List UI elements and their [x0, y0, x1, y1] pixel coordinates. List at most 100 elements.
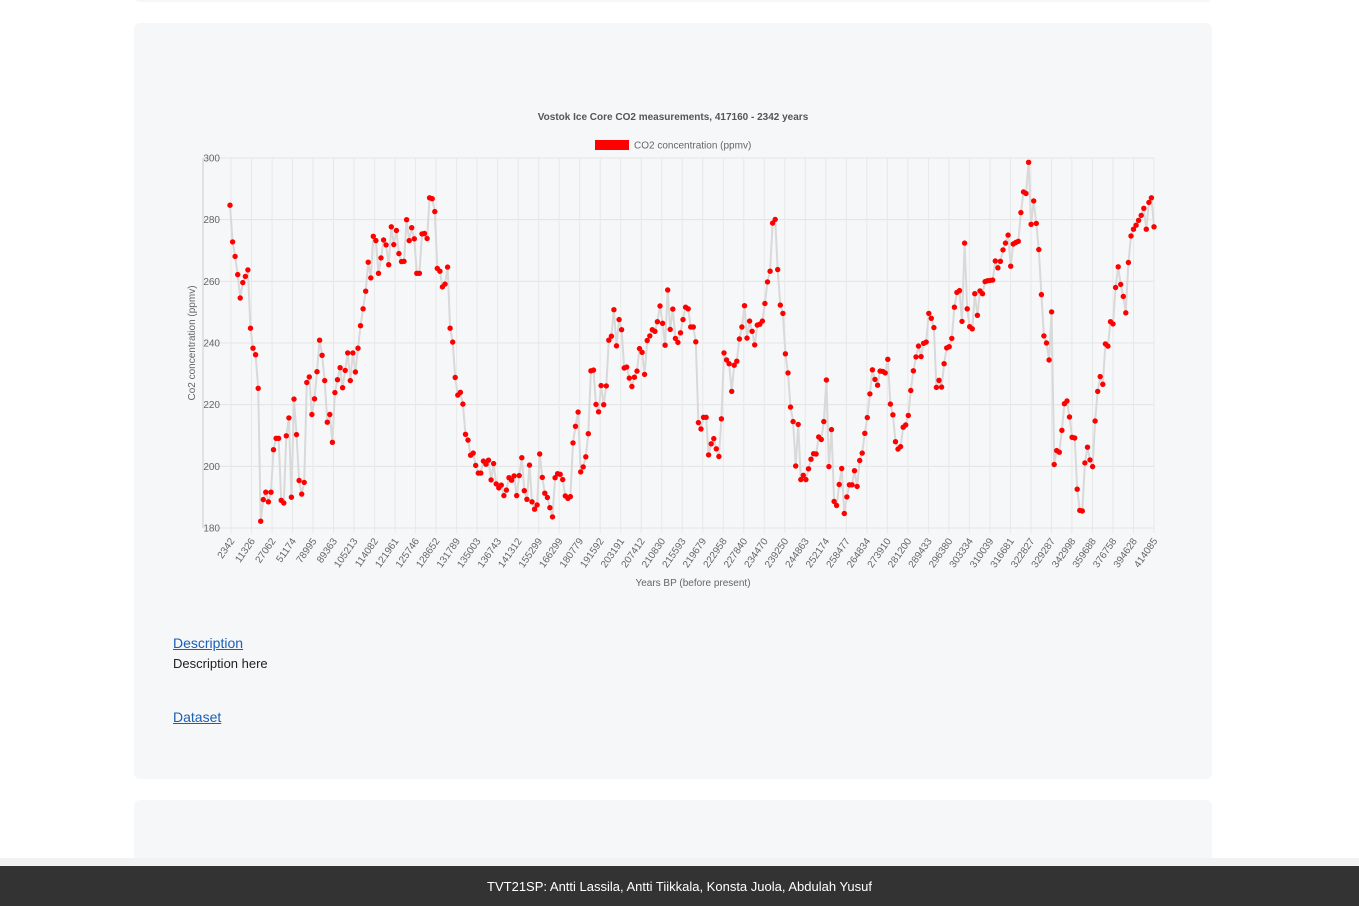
data-point: [521, 488, 527, 494]
data-point: [949, 335, 955, 342]
data-point: [378, 255, 384, 261]
data-point: [557, 471, 563, 477]
data-point: [626, 375, 632, 381]
data-point: [698, 426, 704, 432]
data-point: [1095, 388, 1101, 395]
data-point: [1151, 224, 1157, 230]
data-point: [293, 431, 300, 438]
data-point: [537, 451, 543, 457]
x-tick-label: 78995: [295, 536, 320, 565]
data-point: [352, 369, 359, 375]
data-point: [1066, 414, 1073, 420]
data-point: [1138, 212, 1144, 219]
data-point: [580, 464, 586, 470]
data-point: [250, 345, 256, 351]
data-point: [373, 237, 379, 244]
data-point: [544, 494, 551, 501]
data-point: [375, 270, 382, 276]
data-point: [526, 462, 533, 468]
data-point: [680, 316, 686, 323]
data-point: [764, 279, 771, 285]
data-point: [242, 273, 249, 280]
data-point: [677, 330, 684, 336]
data-point: [1074, 486, 1080, 492]
data-point: [416, 270, 423, 276]
data-point: [1133, 222, 1139, 228]
data-point: [959, 318, 965, 325]
data-point: [744, 335, 750, 341]
data-point: [319, 352, 325, 358]
data-point: [247, 325, 254, 331]
data-point: [1041, 333, 1047, 339]
data-point: [339, 385, 346, 391]
data-point: [424, 235, 430, 242]
data-point: [785, 370, 791, 376]
data-point: [946, 344, 952, 350]
data-point: [657, 303, 663, 309]
y-tick-label: 260: [203, 277, 220, 288]
data-point: [685, 306, 691, 312]
data-point: [746, 318, 753, 324]
data-point: [255, 385, 261, 391]
data-point: [1038, 291, 1045, 298]
data-point: [1000, 247, 1006, 253]
data-point: [270, 447, 277, 453]
data-point: [322, 377, 328, 384]
data-point: [780, 310, 786, 317]
data-point: [969, 326, 975, 332]
data-point: [603, 383, 609, 389]
data-point: [1097, 373, 1103, 380]
description-link[interactable]: Description: [173, 635, 244, 651]
data-point: [465, 437, 471, 443]
data-point: [897, 443, 904, 450]
data-point: [432, 208, 438, 215]
data-point: [457, 389, 464, 395]
data-point: [631, 374, 638, 380]
data-point: [1018, 209, 1024, 216]
data-point: [552, 475, 558, 481]
data-point: [347, 377, 353, 384]
data-point: [675, 339, 681, 346]
data-point: [311, 396, 318, 402]
data-point: [995, 265, 1001, 271]
data-point: [956, 287, 963, 294]
data-point: [488, 477, 494, 483]
data-point: [1051, 461, 1057, 468]
data-point: [690, 324, 696, 330]
data-point: [368, 275, 374, 281]
data-point: [1015, 238, 1021, 244]
data-point: [401, 258, 407, 264]
data-point: [240, 279, 246, 286]
x-axis-title: Years BP (before present): [635, 578, 750, 589]
y-tick-label: 300: [203, 154, 220, 165]
data-point: [874, 382, 881, 388]
data-point: [452, 374, 458, 381]
data-point: [979, 291, 986, 297]
data-point: [1048, 309, 1055, 315]
data-point: [501, 492, 507, 499]
data-point: [693, 339, 699, 345]
data-point: [260, 496, 266, 503]
data-point: [964, 306, 970, 312]
data-point: [749, 328, 755, 334]
data-point: [1148, 195, 1155, 201]
data-point: [672, 335, 679, 342]
data-point: [670, 306, 676, 312]
data-point: [593, 401, 599, 408]
data-point: [442, 281, 448, 287]
data-point: [235, 271, 241, 278]
data-point: [933, 384, 940, 391]
data-point: [793, 463, 799, 469]
data-point: [268, 489, 274, 495]
dataset-link[interactable]: Dataset: [173, 709, 222, 725]
data-point: [608, 333, 615, 339]
data-point: [396, 250, 402, 257]
data-point: [1112, 284, 1119, 291]
previous-card: [134, 0, 1212, 2]
data-point: [314, 369, 320, 375]
data-point: [1092, 418, 1098, 424]
co2-series-line: [229, 162, 1155, 522]
data-point: [275, 435, 282, 441]
data-point: [731, 362, 737, 368]
data-point: [485, 457, 492, 463]
